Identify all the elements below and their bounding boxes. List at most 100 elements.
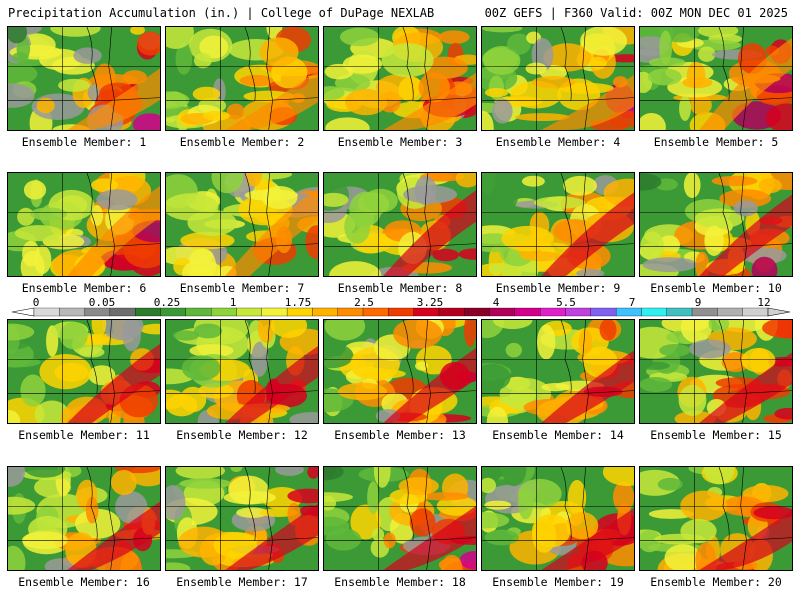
precipitation-field — [324, 320, 476, 423]
model-run-title: 00Z GEFS | F360 Valid: 00Z MON DEC 01 20… — [484, 6, 788, 20]
precipitation-field — [324, 27, 476, 130]
colorbar-swatch — [666, 307, 693, 317]
colorbar-swatch — [464, 307, 490, 317]
ensemble-member-label: Ensemble Member: 7 — [179, 281, 305, 295]
ensemble-member-label: Ensemble Member: 15 — [650, 428, 782, 442]
precipitation-field — [324, 173, 476, 276]
ensemble-member-map — [7, 172, 161, 277]
colorbar-swatch — [691, 307, 718, 317]
ensemble-member-label: Ensemble Member: 18 — [334, 575, 466, 589]
ensemble-member-label: Ensemble Member: 13 — [334, 428, 466, 442]
colorbar-swatch — [717, 307, 743, 317]
colorbar-swatch — [261, 307, 288, 317]
ensemble-member-label: Ensemble Member: 16 — [18, 575, 150, 589]
ensemble-member-map — [481, 319, 635, 424]
colorbar-swatch — [312, 307, 338, 317]
ensemble-member-map — [639, 319, 793, 424]
colorbar-tick-label: 1.75 — [284, 296, 312, 309]
colorbar-tick-label: 5.5 — [556, 296, 576, 309]
colorbar-tick-label: 9 — [694, 296, 702, 309]
ensemble-member-label: Ensemble Member: 10 — [650, 281, 782, 295]
ensemble-member-map — [323, 466, 477, 571]
precipitation-field — [482, 320, 634, 423]
colorbar-swatch — [641, 307, 667, 317]
colorbar-swatch — [33, 307, 60, 317]
colorbar-tick-label: 12 — [757, 296, 771, 309]
colorbar-swatch — [185, 307, 212, 317]
precipitation-field — [640, 467, 792, 570]
colorbar-swatch — [286, 307, 313, 317]
ensemble-member-map — [165, 26, 319, 131]
precipitation-field — [482, 173, 634, 276]
ensemble-member-label: Ensemble Member: 6 — [21, 281, 147, 295]
colorbar-swatch — [388, 307, 414, 317]
ensemble-member-label: Ensemble Member: 20 — [650, 575, 782, 589]
ensemble-member-map — [639, 26, 793, 131]
precipitation-field — [166, 173, 318, 276]
precipitation-field — [166, 320, 318, 423]
ensemble-member-label: Ensemble Member: 1 — [21, 135, 147, 149]
colorbar-swatch — [565, 307, 591, 317]
colorbar-swatch — [59, 307, 85, 317]
precipitation-field — [640, 173, 792, 276]
ensemble-member-map — [481, 26, 635, 131]
ensemble-member-map — [165, 319, 319, 424]
ensemble-member-map — [639, 172, 793, 277]
ensemble-member-map — [165, 172, 319, 277]
colorbar-tick-label: 0.25 — [153, 296, 181, 309]
colorbar-tick-label: 0.05 — [88, 296, 116, 309]
colorbar-swatch — [362, 307, 389, 317]
precipitation-field — [166, 27, 318, 130]
ensemble-member-label: Ensemble Member: 19 — [492, 575, 624, 589]
ensemble-member-map — [323, 26, 477, 131]
colorbar-right-arrow — [767, 307, 791, 317]
ensemble-member-label: Ensemble Member: 17 — [176, 575, 308, 589]
colorbar-swatch — [109, 307, 136, 317]
precipitation-field — [8, 173, 160, 276]
ensemble-member-map — [165, 466, 319, 571]
precipitation-field — [640, 320, 792, 423]
precipitation-colorbar — [11, 307, 791, 317]
colorbar-swatch — [160, 307, 187, 317]
colorbar-swatch — [742, 307, 769, 317]
colorbar-swatch — [540, 307, 566, 317]
colorbar-swatch — [236, 307, 262, 317]
ensemble-member-label: Ensemble Member: 11 — [18, 428, 150, 442]
colorbar-swatch — [489, 307, 516, 317]
precipitation-field — [8, 467, 160, 570]
colorbar-swatch — [413, 307, 440, 317]
map-header: Precipitation Accumulation (in.) | Colle… — [0, 0, 800, 22]
ensemble-member-map — [7, 319, 161, 424]
precipitation-field — [166, 467, 318, 570]
colorbar-swatch — [337, 307, 364, 317]
ensemble-member-label: Ensemble Member: 14 — [492, 428, 624, 442]
colorbar-tick-label: 7 — [628, 296, 636, 309]
ensemble-member-label: Ensemble Member: 5 — [653, 135, 779, 149]
ensemble-member-label: Ensemble Member: 8 — [337, 281, 463, 295]
colorbar-swatch — [135, 307, 161, 317]
precipitation-field — [8, 320, 160, 423]
ensemble-member-map — [7, 466, 161, 571]
ensemble-member-map — [481, 466, 635, 571]
ensemble-member-label: Ensemble Member: 4 — [495, 135, 621, 149]
colorbar-tick-label: 4 — [492, 296, 500, 309]
colorbar-tick-label: 0 — [32, 296, 40, 309]
colorbar-tick-label: 2.5 — [354, 296, 374, 309]
precipitation-field — [482, 27, 634, 130]
ensemble-member-map — [323, 172, 477, 277]
ensemble-member-map — [639, 466, 793, 571]
precipitation-field — [324, 467, 476, 570]
colorbar-swatch — [438, 307, 465, 317]
ensemble-member-label: Ensemble Member: 9 — [495, 281, 621, 295]
ensemble-member-map — [323, 319, 477, 424]
colorbar-tick-label: 3.25 — [416, 296, 444, 309]
colorbar-swatch — [514, 307, 541, 317]
ensemble-member-map — [7, 26, 161, 131]
precipitation-field — [8, 27, 160, 130]
ensemble-member-label: Ensemble Member: 12 — [176, 428, 308, 442]
precipitation-field — [640, 27, 792, 130]
colorbar-left-arrow — [11, 307, 35, 317]
ensemble-member-label: Ensemble Member: 3 — [337, 135, 463, 149]
product-title: Precipitation Accumulation (in.) | Colle… — [8, 6, 435, 20]
ensemble-member-label: Ensemble Member: 2 — [179, 135, 305, 149]
